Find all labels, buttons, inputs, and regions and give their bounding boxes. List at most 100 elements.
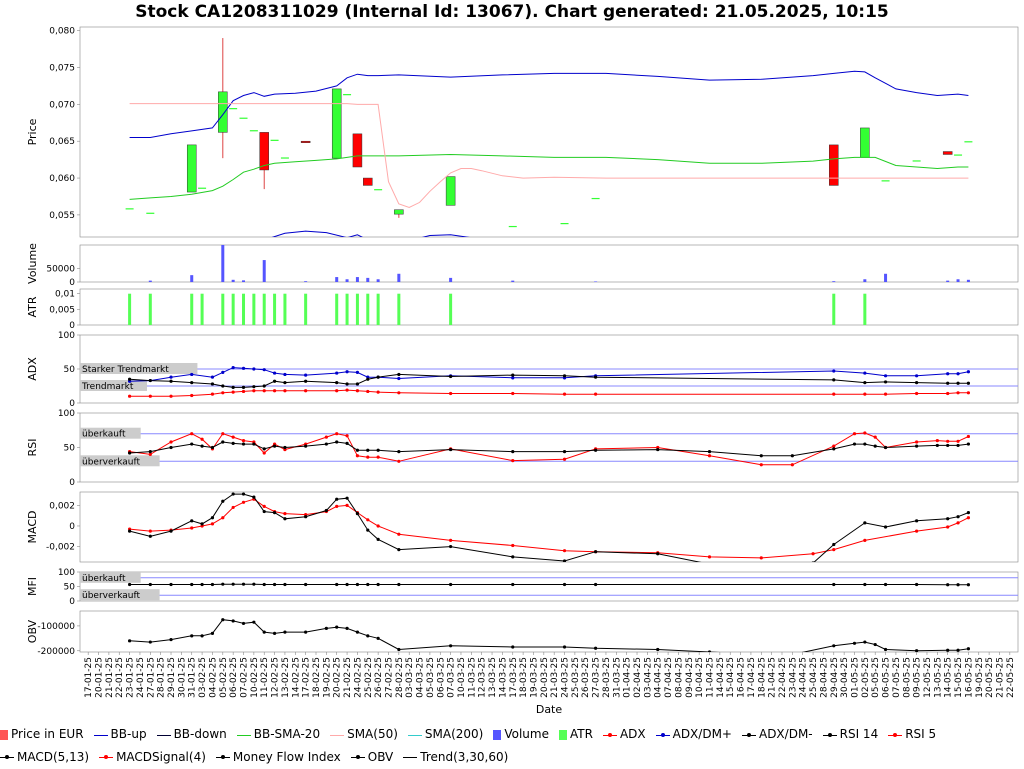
macd-macd-point — [355, 512, 360, 516]
legend: Price in EUR BB-up BB-down BB-SMA-20 SMA(50)… — [0, 724, 1024, 769]
adx-ytick-label: 50 — [64, 365, 76, 375]
x-tick-label: 20-05-25 — [985, 657, 995, 698]
rsi-rsi14-point — [449, 447, 453, 452]
obv-obv-point — [148, 640, 152, 644]
adx-adx-point — [252, 389, 256, 393]
rsi-rsi5-point — [148, 452, 152, 456]
rsi-rsi14-point — [190, 442, 194, 446]
legend-swatch — [822, 730, 837, 740]
x-tick-label: 24-03-25 — [561, 657, 571, 698]
adx-dmplus-line — [129, 367, 969, 382]
mfi-mfi-point — [883, 582, 888, 587]
obv-obv-point — [562, 645, 567, 649]
mfi-mfi-point — [231, 582, 235, 586]
x-tick-label: 01-04-25 — [623, 657, 633, 698]
macd-signal-point — [832, 548, 836, 552]
rsi-rsi14-point — [935, 443, 939, 448]
legend-label: RSI 14 — [839, 727, 879, 741]
x-tick-label: 21-01-25 — [105, 657, 115, 698]
x-tick-label: 27-03-25 — [592, 657, 602, 698]
adx-plot: Starker Trendmarkt Trendmarkt — [80, 363, 1018, 398]
mfi-panel — [79, 571, 1019, 602]
x-tick-label: 29-04-25 — [830, 657, 840, 698]
adx-ref-label-bg — [80, 363, 198, 374]
rsi-rsi14-point — [241, 442, 246, 446]
x-tick-label: 28-04-25 — [819, 657, 829, 698]
adx-dmminus-point — [883, 380, 888, 384]
rsi-rsi5-point — [873, 435, 877, 439]
legend-item: ATR — [558, 724, 593, 745]
adx-adx-point — [231, 390, 235, 394]
legend-label: SMA(200) — [424, 727, 484, 741]
legend-label: BB-down — [173, 727, 227, 741]
mfi-mfi-point — [272, 582, 277, 587]
rsi-rsi14-point — [956, 443, 960, 448]
adx-dmplus-point — [397, 376, 401, 381]
x-tick-label: 19-02-25 — [322, 657, 332, 698]
rsi-rsi14-point — [148, 450, 152, 454]
price-candle — [125, 208, 134, 210]
price-bbsma-line — [129, 153, 969, 200]
obv-ylabel: OBV — [26, 619, 39, 643]
x-tick-label: 21-03-25 — [550, 657, 560, 698]
adx-dmminus-point — [832, 378, 836, 382]
macd-signal-point — [946, 525, 950, 529]
obv-obv-point — [200, 634, 204, 638]
adx-dmplus-point — [190, 372, 194, 377]
adx-adx-point — [190, 393, 194, 398]
macd-ytick-label: 0 — [69, 522, 75, 532]
atr-bar — [863, 293, 867, 325]
macd-macd-point — [231, 492, 235, 496]
volume-bar — [190, 275, 194, 282]
price-candle — [198, 187, 207, 189]
volume-bar — [242, 280, 246, 282]
x-tick-label: 14-03-25 — [498, 657, 508, 698]
mfi-mfi-point — [345, 582, 349, 587]
price-candle — [829, 144, 839, 186]
rsi-rsi14-point — [366, 448, 370, 452]
atr-bar — [148, 293, 152, 325]
x-tick-label: 04-04-25 — [654, 657, 664, 698]
x-tick-label: 06-03-25 — [436, 657, 446, 698]
x-tick-label: 16-05-25 — [964, 657, 974, 698]
macd-ytick-label: -0,002 — [46, 543, 75, 553]
adx-dmminus-point — [946, 381, 950, 385]
mfi-plot: überkauft überverkauft — [80, 572, 1018, 601]
macd-macd-point — [511, 555, 515, 559]
rsi-rsi5-point — [946, 439, 950, 443]
legend-swatch — [493, 729, 502, 740]
atr-bar — [252, 293, 256, 325]
mfi-mfi-point — [966, 583, 971, 587]
adx-dmplus-point — [231, 366, 235, 370]
price-candle — [270, 139, 279, 141]
price-candle — [881, 180, 890, 182]
x-tick-label: 23-01-25 — [126, 657, 136, 698]
rsi-rsi5-point — [956, 439, 960, 443]
macd-macd-point — [272, 510, 277, 515]
legend-item: Price in EUR — [0, 724, 84, 745]
legend-label: BB-SMA-20 — [253, 727, 321, 741]
atr-bar — [397, 293, 401, 325]
x-tick-label: 24-02-25 — [353, 657, 363, 698]
mfi-mfi-point — [863, 582, 867, 587]
atr-bar — [200, 293, 204, 325]
legend-label: ADX — [619, 727, 646, 741]
legend-swatch — [99, 752, 114, 762]
macd-macd-point — [190, 519, 194, 523]
rsi-rsi5-point — [915, 440, 919, 444]
rsi-rsi14-point — [200, 444, 204, 448]
rsi-rsi5-point — [262, 451, 266, 455]
adx-adx-point — [221, 391, 225, 395]
adx-adx-point — [272, 389, 277, 393]
volume-bar — [511, 280, 515, 282]
volume-bar — [863, 279, 867, 282]
rsi-rsi5-point — [376, 455, 380, 459]
adx-ref-label: Starker Trendmarkt — [82, 365, 169, 375]
x-tick-label: 23-04-25 — [788, 657, 798, 698]
volume-bar — [449, 277, 453, 282]
x-tick-label: 20-03-25 — [540, 657, 550, 698]
macd-macd-point — [345, 496, 349, 500]
legend-swatch — [0, 752, 14, 762]
rsi-rsi14-point — [707, 450, 712, 454]
x-tick-label: 02-04-25 — [633, 657, 643, 698]
